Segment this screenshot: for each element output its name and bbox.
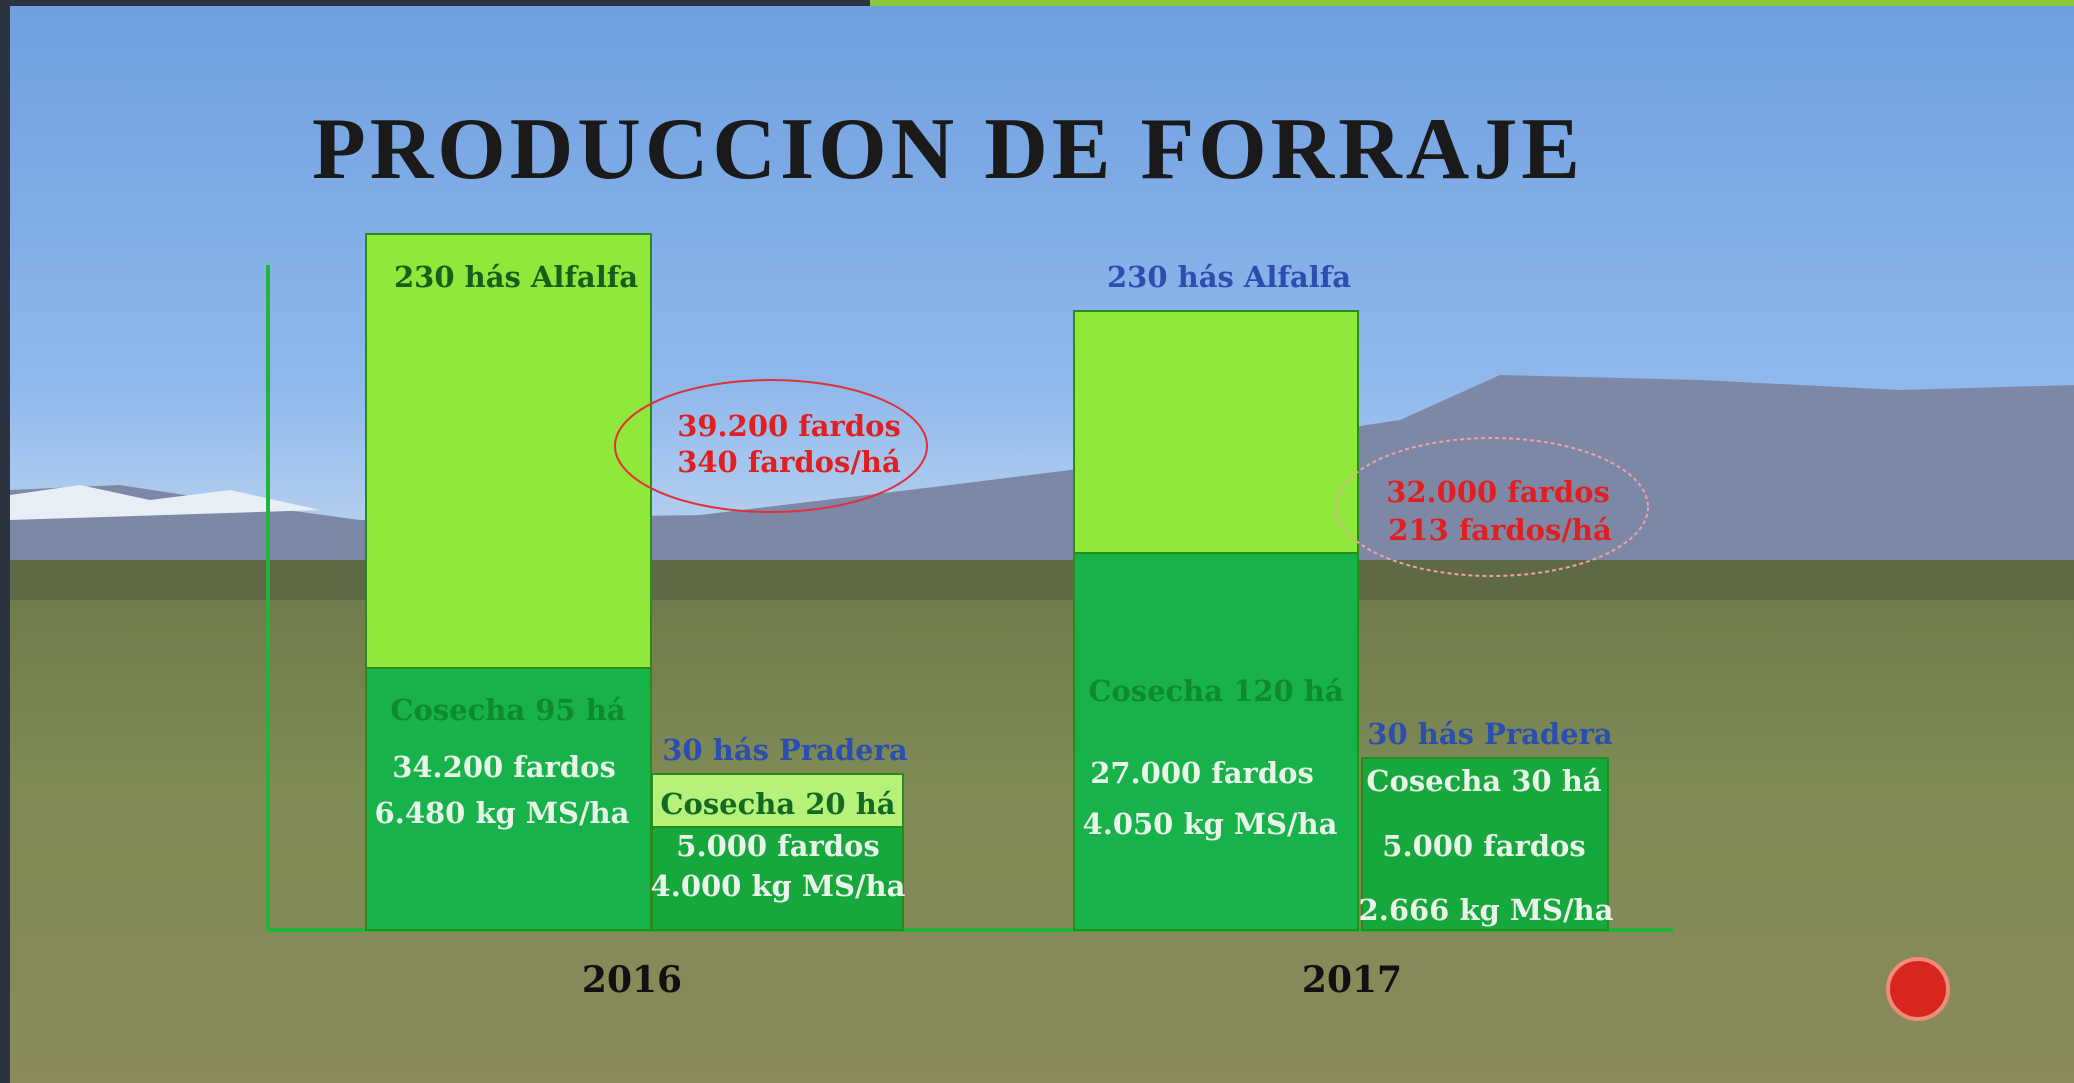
bales-label: 5.000 fardos	[1382, 829, 1585, 863]
total-rate: 213 fardos/há	[1388, 513, 1612, 547]
alfalfa-area-bar	[366, 234, 651, 668]
nav-button[interactable]	[1888, 959, 1948, 1019]
area-label: 30 hás Pradera	[662, 733, 908, 767]
bales-label: 34.200 fardos	[392, 750, 616, 784]
top-accent	[870, 0, 2074, 6]
yield-label: 2.666 kg MS/ha	[1359, 893, 1614, 927]
bales-label: 5.000 fardos	[676, 829, 879, 863]
harvest-label: Cosecha 30 há	[1366, 764, 1601, 798]
harvest-label: Cosecha 120 há	[1088, 674, 1344, 708]
harvest-label: Cosecha 20 há	[660, 787, 895, 821]
year-label: 2016	[582, 959, 682, 1001]
page: {"title": "PRODUCCION DE FORRAJE", "grou…	[0, 0, 2074, 1083]
alfalfa-area-bar	[1074, 311, 1358, 553]
total-bales: 32.000 fardos	[1386, 475, 1610, 509]
total-bales: 39.200 fardos	[677, 409, 901, 443]
field-horizon	[10, 560, 2074, 600]
field	[10, 580, 2074, 1083]
total-rate: 340 fardos/há	[677, 445, 901, 479]
area-label: 230 hás Alfalfa	[394, 260, 638, 294]
slide: PRODUCCION DE FORRAJE 230 hás Alfalfa Co…	[0, 0, 2074, 1083]
yield-label: 6.480 kg MS/ha	[375, 796, 630, 830]
title: PRODUCCION DE FORRAJE	[312, 101, 1584, 198]
area-label: 230 hás Alfalfa	[1107, 260, 1351, 294]
area-label: 30 hás Pradera	[1367, 717, 1613, 751]
yield-label: 4.000 kg MS/ha	[651, 869, 906, 903]
harvest-label: Cosecha 95 há	[390, 693, 625, 727]
alfalfa-harvest-bar	[1074, 553, 1358, 930]
yield-label: 4.050 kg MS/ha	[1083, 807, 1338, 841]
year-label: 2017	[1302, 959, 1402, 1001]
bales-label: 27.000 fardos	[1090, 756, 1314, 790]
